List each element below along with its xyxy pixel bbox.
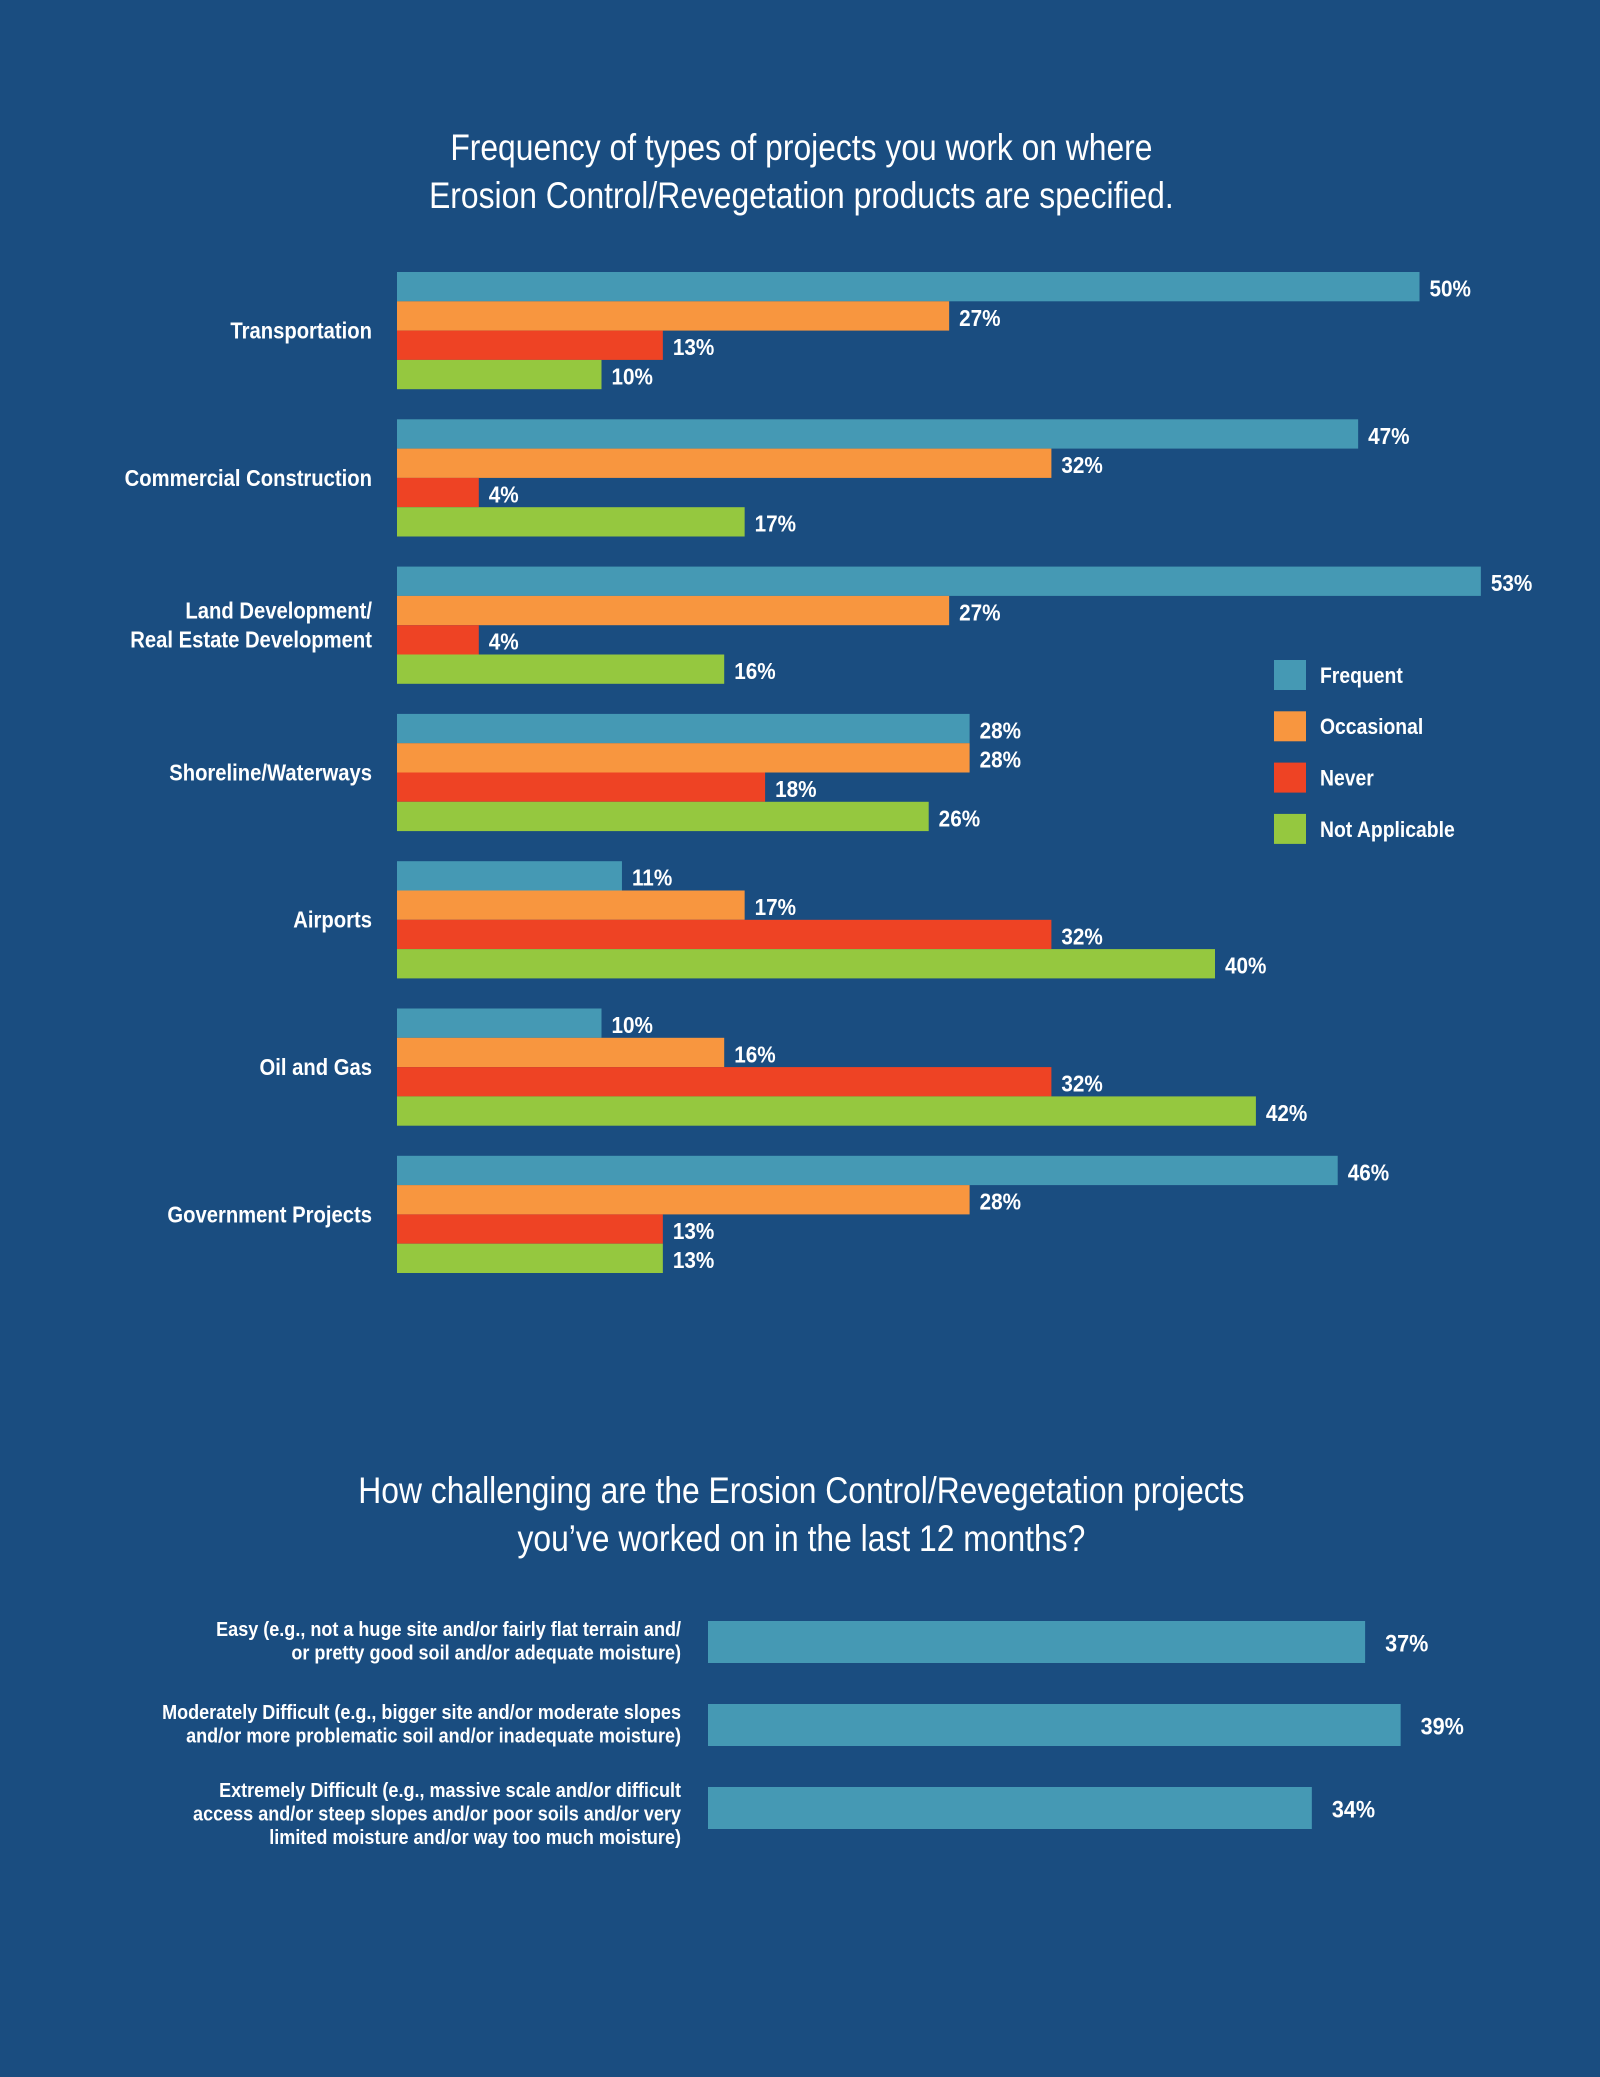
bar-never [397, 330, 663, 360]
data-label: 17% [755, 894, 796, 920]
bar-not-applicable [397, 801, 929, 832]
bar-difficulty [708, 1704, 1401, 1746]
data-label: 13% [673, 1247, 714, 1273]
bar-frequent [397, 566, 1481, 596]
bar-never [397, 1067, 1052, 1097]
bar-never [397, 919, 1052, 950]
bar-never [397, 477, 479, 508]
data-label: 40% [1225, 953, 1266, 979]
data-label: 47% [1368, 423, 1409, 449]
bar-frequent [397, 1008, 602, 1038]
data-label: 26% [939, 805, 980, 831]
data-label: 11% [632, 865, 672, 891]
category-label: Commercial Construction [125, 465, 372, 492]
data-label: 34% [1332, 1795, 1375, 1822]
bar-occasional [397, 743, 970, 773]
bar-not-applicable [397, 1243, 663, 1273]
difficulty-label: limited moisture and/or way too much moi… [269, 1827, 681, 1849]
bar-frequent [397, 272, 1420, 302]
category-label: Government Projects [167, 1201, 372, 1228]
data-label: 28% [980, 747, 1021, 773]
chart2-title-line2: you’ve worked on in the last 12 months? [517, 1518, 1086, 1559]
data-label: 28% [980, 1189, 1021, 1215]
bar-occasional [397, 890, 745, 920]
data-label: 10% [612, 1012, 653, 1038]
chart1-title-line1: Frequency of types of projects you work … [450, 127, 1153, 168]
data-label: 28% [980, 717, 1021, 743]
bar-frequent [397, 713, 970, 744]
category-label: Oil and Gas [260, 1054, 372, 1081]
chart2-title: How challenging are the Erosion Control/… [113, 1467, 1489, 1563]
difficulty-label: Moderately Difficult (e.g., bigger site … [162, 1702, 681, 1724]
data-label: 16% [734, 1041, 775, 1067]
difficulty-label: or pretty good soil and/or adequate mois… [291, 1642, 681, 1664]
bar-never [397, 625, 479, 655]
data-label: 27% [959, 305, 1000, 331]
bar-not-applicable [397, 654, 725, 684]
bar-not-applicable [397, 507, 745, 537]
category-label: Airports [293, 907, 372, 934]
data-label: 4% [489, 629, 519, 655]
difficulty-label: and/or more problematic soil and/or inad… [186, 1725, 681, 1747]
category-label: Shoreline/Waterways [169, 759, 372, 786]
category-label: Transportation [230, 317, 372, 344]
chart1-title: Frequency of types of projects you work … [113, 124, 1489, 220]
data-label: 53% [1491, 570, 1532, 596]
data-label: 32% [1061, 452, 1102, 478]
legend-label: Frequent [1320, 664, 1403, 688]
bar-occasional [397, 448, 1052, 478]
data-label: 13% [673, 1218, 714, 1244]
bar-frequent [397, 861, 622, 891]
data-label: 37% [1385, 1629, 1428, 1656]
bar-difficulty [708, 1787, 1312, 1829]
difficulty-label: Extremely Difficult (e.g., massive scale… [219, 1780, 681, 1802]
data-label: 50% [1430, 276, 1471, 302]
difficulty-label: access and/or steep slopes and/or poor s… [193, 1803, 681, 1825]
bar-never [397, 772, 766, 802]
legend-swatch-not-applicable [1274, 813, 1306, 844]
data-label: 16% [734, 658, 775, 684]
bar-occasional [397, 1037, 725, 1068]
bar-difficulty [708, 1621, 1366, 1663]
legend-swatch-never [1274, 762, 1306, 793]
bar-occasional [397, 595, 950, 626]
legend-label: Occasional [1320, 715, 1423, 739]
bar-frequent [397, 419, 1359, 449]
data-label: 46% [1348, 1159, 1389, 1185]
bar-not-applicable [397, 949, 1215, 979]
data-label: 27% [959, 599, 1000, 625]
bar-not-applicable [397, 1096, 1256, 1126]
data-label: 4% [489, 481, 519, 507]
chart1-title-line2: Erosion Control/Revegetation products ar… [429, 175, 1174, 216]
legend-swatch-frequent [1274, 660, 1306, 690]
legend-label: Never [1320, 766, 1374, 790]
data-label: 42% [1266, 1100, 1307, 1126]
data-label: 32% [1061, 923, 1102, 949]
difficulty-label: Easy (e.g., not a huge site and/or fairl… [216, 1619, 681, 1641]
data-label: 18% [775, 776, 816, 802]
bar-never [397, 1214, 663, 1244]
category-label: Real Estate Development [130, 626, 372, 653]
legend-label: Not Applicable [1320, 818, 1455, 842]
legend-swatch-occasional [1274, 711, 1306, 742]
bar-occasional [397, 301, 950, 331]
data-label: 10% [612, 363, 653, 389]
chart2-title-line1: How challenging are the Erosion Control/… [358, 1470, 1245, 1511]
data-label: 32% [1061, 1071, 1102, 1097]
data-label: 17% [755, 511, 796, 537]
bar-not-applicable [397, 359, 602, 390]
projects-frequency-chart: Transportation 50% 27% 13% 10% Commercial Con… [125, 272, 1532, 1273]
bar-frequent [397, 1155, 1338, 1186]
category-label: Land Development/ [185, 597, 372, 624]
data-label: 39% [1421, 1712, 1464, 1739]
data-label: 13% [673, 334, 714, 360]
bar-occasional [397, 1185, 970, 1215]
